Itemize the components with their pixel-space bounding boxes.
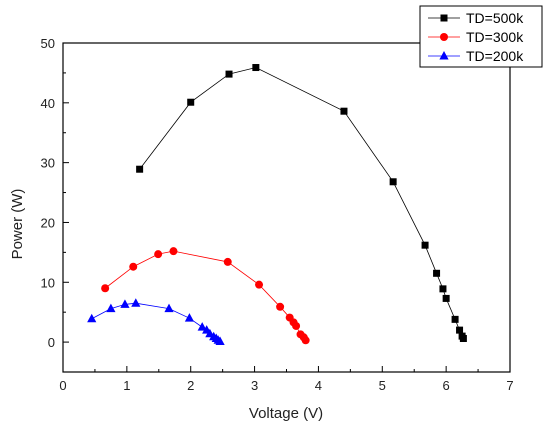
y-tick-label: 0 xyxy=(48,335,55,350)
data-point xyxy=(459,335,467,343)
data-point xyxy=(131,298,141,307)
y-tick-label: 50 xyxy=(41,36,55,51)
x-tick-label: 4 xyxy=(315,378,322,393)
y-axis-title: Power (W) xyxy=(9,189,26,260)
x-tick-label: 3 xyxy=(251,378,258,393)
legend-label: TD=200k xyxy=(466,48,524,64)
data-point xyxy=(442,294,450,302)
x-tick-label: 1 xyxy=(123,378,130,393)
data-point xyxy=(421,241,429,249)
data-point xyxy=(154,250,163,259)
series-td-200k xyxy=(87,298,225,345)
data-point xyxy=(451,315,459,323)
data-point xyxy=(120,299,130,308)
data-point xyxy=(276,302,285,311)
data-point xyxy=(433,269,441,277)
data-point xyxy=(439,285,447,293)
legend-item: TD=500k xyxy=(428,10,524,26)
data-point xyxy=(255,280,264,289)
y-tick-label: 30 xyxy=(41,156,55,171)
y-tick-label: 10 xyxy=(41,275,55,290)
data-point xyxy=(164,303,174,313)
data-point xyxy=(136,165,144,173)
data-point xyxy=(301,336,310,345)
legend-item: TD=200k xyxy=(428,48,524,64)
legend-label: TD=300k xyxy=(466,29,524,45)
x-axis-title: Voltage (V) xyxy=(249,405,323,422)
legend-marker xyxy=(440,14,448,22)
data-point xyxy=(340,107,348,115)
series-td-300k xyxy=(101,247,310,345)
legend-marker xyxy=(439,51,449,60)
data-point xyxy=(184,313,195,322)
x-tick-label: 6 xyxy=(443,378,450,393)
x-tick-label: 2 xyxy=(187,378,194,393)
data-point xyxy=(456,326,464,334)
legend-marker xyxy=(440,33,448,41)
data-point xyxy=(252,64,260,72)
data-point xyxy=(101,284,110,293)
data-point xyxy=(169,247,178,256)
legend-label: TD=500k xyxy=(466,10,524,26)
data-point xyxy=(197,322,207,331)
plot-frame xyxy=(62,42,511,373)
legend-item: TD=300k xyxy=(428,29,524,45)
data-point xyxy=(129,262,138,271)
x-tick-label: 5 xyxy=(379,378,386,393)
data-point xyxy=(106,303,116,313)
data-point xyxy=(389,178,397,186)
y-tick-label: 40 xyxy=(41,96,55,111)
y-tick-label: 20 xyxy=(41,215,55,230)
data-point xyxy=(225,70,233,78)
data-point xyxy=(215,336,225,345)
plot-area xyxy=(87,64,467,345)
data-point xyxy=(292,321,301,330)
series-td-500k xyxy=(136,64,467,343)
data-point xyxy=(223,257,232,266)
legend: TD=500k TD=300k TD=200k xyxy=(419,5,543,68)
axes: 0 1 2 3 4 5 6 7 0 10 20 30 40 50 xyxy=(41,36,514,393)
series-line xyxy=(139,67,464,339)
data-point xyxy=(87,313,97,323)
data-point xyxy=(187,98,195,106)
x-tick-label: 0 xyxy=(59,378,66,393)
x-tick-label: 7 xyxy=(506,378,513,393)
